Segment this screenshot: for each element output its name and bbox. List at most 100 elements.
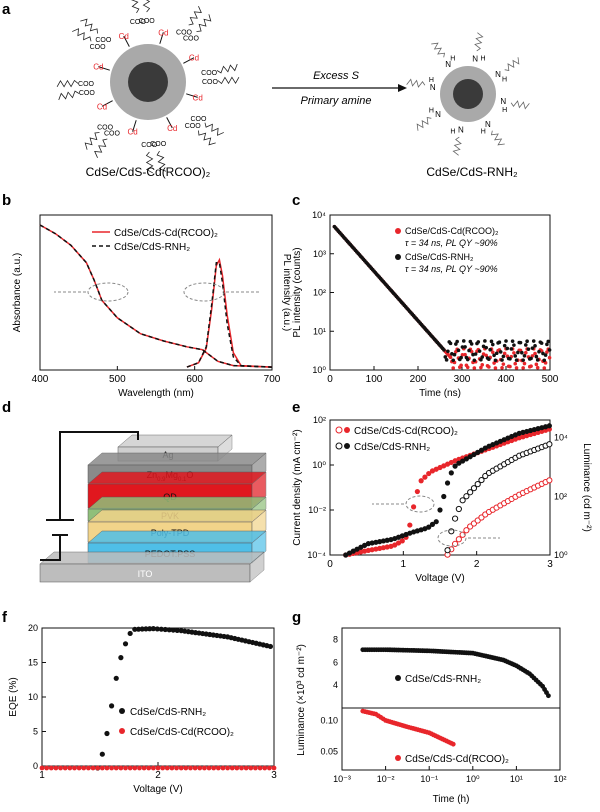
- n-atom: N: [430, 83, 436, 92]
- circuit-wire: [59, 431, 139, 520]
- alkyl-chain: [474, 32, 484, 52]
- n-atom: N: [445, 60, 451, 69]
- current-point: [475, 449, 481, 455]
- y2-axis-label: PL intensity (a.u.): [281, 254, 292, 331]
- data-point: [502, 351, 507, 356]
- data-point: [535, 365, 540, 370]
- data-point: [525, 339, 529, 344]
- ligand-bond: [98, 66, 110, 71]
- data-point: [500, 358, 504, 362]
- alkyl-chain: [94, 138, 108, 158]
- lum-point-red: [450, 741, 456, 747]
- annotation-ellipse: [183, 282, 225, 302]
- eqe-point-black: [109, 703, 115, 709]
- coo-group: COO: [202, 79, 219, 86]
- legend-entry: CdSe/CdS-RNH₂: [405, 674, 481, 685]
- eqe-point-red: [155, 765, 161, 771]
- ligand-bond: [132, 120, 137, 132]
- coo-group: COO: [104, 130, 121, 137]
- data-point: [484, 345, 489, 350]
- data-point: [492, 353, 496, 358]
- luminance-point: [451, 515, 459, 522]
- data-point: [505, 346, 510, 351]
- data-point: [522, 353, 527, 358]
- eqe-point-red: [72, 765, 77, 771]
- eqe-point-black: [170, 627, 176, 633]
- eqe-point-red: [266, 765, 272, 771]
- n-atom: N: [495, 70, 501, 79]
- data-point: [480, 355, 485, 359]
- data-point: [479, 365, 483, 370]
- data-point: [543, 353, 548, 357]
- data-point: [542, 366, 547, 370]
- x-tick-label: 2: [155, 770, 161, 781]
- data-point: [480, 362, 485, 367]
- data-point: [504, 339, 508, 343]
- eqe-point-red: [253, 765, 258, 771]
- legend-tau: τ = 34 ns, PL QY ~90%: [405, 238, 498, 248]
- data-point: [463, 352, 467, 357]
- h-atom: H: [429, 77, 434, 84]
- data-point: [451, 358, 456, 363]
- y-axis-label: EQE (%): [8, 677, 19, 716]
- data-point: [531, 339, 536, 343]
- eqe-point-red: [188, 765, 193, 771]
- current-point: [429, 521, 436, 528]
- data-point: [518, 340, 523, 345]
- data-point: [508, 357, 512, 361]
- qd-core-right: [453, 79, 483, 109]
- legend-marker: [395, 755, 401, 761]
- coo-group: COO: [190, 116, 207, 123]
- data-point: [516, 350, 520, 355]
- data-point: [465, 365, 470, 370]
- x-tick-label: 500: [542, 374, 559, 385]
- data-point: [477, 349, 482, 353]
- n-atom: N: [500, 97, 506, 106]
- data-point: [539, 341, 544, 345]
- alkyl-chain: [490, 130, 505, 146]
- annotation-ellipse: [405, 495, 435, 513]
- h-atom: H: [502, 77, 507, 84]
- data-point: [493, 366, 498, 370]
- luminance-point: [546, 441, 553, 448]
- ligand-bond: [186, 93, 198, 98]
- current-point: [463, 456, 469, 462]
- data-point: [472, 366, 477, 370]
- coo-group: COO: [139, 18, 156, 25]
- data-point: [460, 345, 465, 349]
- h-atom: H: [502, 107, 507, 114]
- eqe-point-red: [146, 765, 152, 771]
- data-point: [526, 347, 531, 351]
- data-point: [498, 350, 503, 354]
- data-point: [444, 358, 449, 362]
- alkyl-chain: [431, 42, 446, 58]
- n-atom: N: [472, 55, 478, 64]
- coo-group: COO: [141, 142, 158, 149]
- eqe-point-red: [164, 765, 170, 771]
- h-atom: H: [450, 55, 455, 62]
- legend-entry: CdSe/CdS-Cd(RCOO)₂: [405, 226, 499, 236]
- eqe-point-red: [169, 765, 175, 771]
- x-tick-label: 300: [454, 374, 471, 385]
- y-tick-label: 8: [333, 634, 338, 644]
- luminance-point: [459, 497, 466, 504]
- eqe-point-black: [158, 626, 164, 632]
- legend-marker-open: [335, 442, 343, 450]
- eqe-point-red: [271, 765, 277, 771]
- cd-atom: Cd: [128, 128, 138, 137]
- data-point: [547, 348, 552, 352]
- y2-tick-label: 10⁴: [554, 433, 568, 443]
- eqe-point-black: [139, 626, 145, 632]
- x-axis-label: Wavelength (nm): [118, 388, 194, 399]
- x-axis-label: Voltage (V): [133, 784, 182, 795]
- legend-marker-open: [335, 426, 343, 434]
- data-point: [524, 343, 528, 347]
- x-tick-label: 0: [327, 374, 333, 385]
- data-point: [491, 342, 495, 347]
- data-point: [472, 358, 477, 363]
- data-point: [451, 366, 456, 370]
- chart-g: 10⁻³ 10⁻² 10⁻¹ 10⁰ 10¹ 10² Time (h) Luminance (…: [296, 627, 567, 805]
- data-point: [537, 349, 541, 354]
- y-tick-label: 10²: [313, 415, 326, 425]
- eqe-point-red: [141, 765, 147, 771]
